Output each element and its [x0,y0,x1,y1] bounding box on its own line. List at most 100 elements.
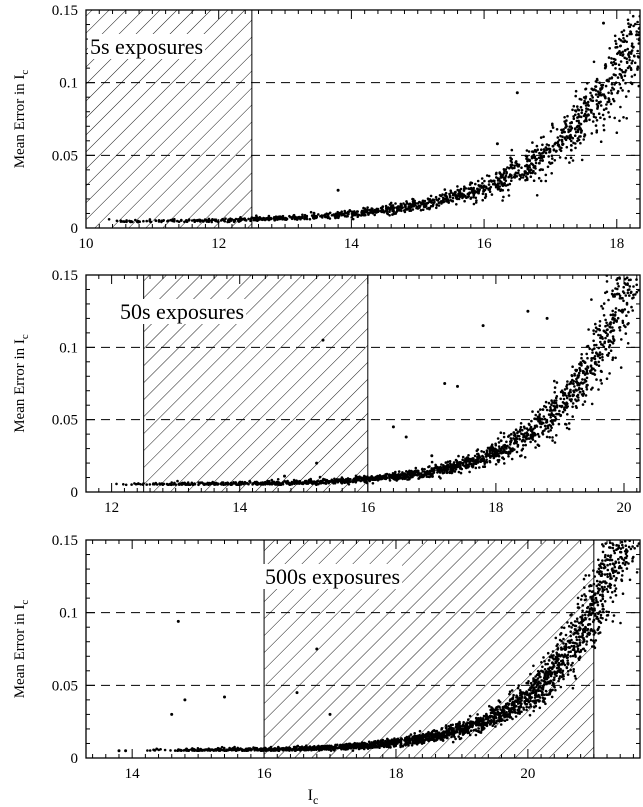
scatter-point [413,732,416,735]
scatter-point [408,472,411,475]
scatter-point [262,482,265,485]
scatter-point [408,735,411,738]
scatter-point [528,171,531,174]
scatter-point [261,218,264,221]
scatter-point [495,444,498,447]
scatter-point [596,585,599,588]
scatter-point [591,351,594,354]
scatter-point [577,597,580,600]
scatter-point [620,338,623,341]
scatter-point [603,330,606,333]
scatter-point [435,207,438,210]
scatter-point [632,25,635,28]
scatter-point [520,422,523,425]
scatter-point [534,433,537,436]
scatter-point [463,464,466,467]
scatter-point [626,303,629,306]
scatter-point [481,455,484,458]
scatter-point [517,711,520,714]
scatter-point [130,483,133,486]
scatter-point [233,219,236,222]
scatter-point [452,194,455,197]
scatter-point [576,380,579,383]
scatter-point [570,400,573,403]
scatter-point [571,382,574,385]
scatter-point [239,481,242,484]
scatter-point [545,421,548,424]
scatter-point [586,388,589,391]
scatter-point [486,452,489,455]
scatter-point [625,117,628,120]
scatter-point [485,458,488,461]
scatter-point [477,727,480,730]
scatter-point [537,433,540,436]
outlier-point [443,382,446,385]
scatter-point [340,214,343,217]
scatter-point [469,197,472,200]
scatter-point [614,357,617,360]
scatter-point [472,196,475,199]
scatter-point [145,220,148,223]
scatter-point [530,175,533,178]
scatter-point [361,212,364,215]
scatter-point [583,115,586,118]
scatter-point [449,196,452,199]
scatter-point [597,559,600,562]
scatter-point [593,633,596,636]
scatter-point [455,468,458,471]
scatter-point [334,217,337,220]
scatter-point [613,61,616,64]
scatter-point [439,477,442,480]
scatter-point [246,482,249,485]
scatter-point [609,542,612,545]
scatter-point [601,87,604,90]
scatter-point [298,216,301,219]
scatter-point [583,593,586,596]
scatter-point [605,107,608,110]
scatter-point [636,571,639,574]
scatter-point [509,450,512,453]
scatter-point [510,448,513,451]
scatter-point [247,218,250,221]
scatter-point [588,590,591,593]
scatter-point [340,479,343,482]
scatter-point [626,48,629,51]
scatter-point [611,92,614,95]
scatter-point [559,148,562,151]
scatter-point [498,441,501,444]
scatter-point [599,324,602,327]
scatter-point [626,35,629,38]
scatter-point [601,617,604,620]
scatter-point [610,314,613,317]
scatter-point [593,115,596,118]
scatter-point [587,101,590,104]
scatter-point [152,483,155,486]
scatter-point [576,120,579,123]
scatter-point [579,641,582,644]
scatter-point [584,373,587,376]
scatter-point [501,456,504,459]
scatter-point [513,167,516,170]
scatter-point [566,427,569,430]
scatter-point [552,654,555,657]
scatter-point [607,92,610,95]
scatter-point [626,61,629,64]
scatter-point [410,470,413,473]
scatter-point [308,481,311,484]
scatter-point [504,719,507,722]
scatter-point [579,135,582,138]
scatter-point [488,183,491,186]
scatter-point [394,474,397,477]
scatter-point [611,559,614,562]
scatter-point [614,46,617,49]
scatter-point [555,402,558,405]
scatter-point [482,465,485,468]
scatter-point [590,94,593,97]
scatter-point [217,483,220,486]
scatter-point [224,217,227,220]
scatter-point [497,449,500,452]
scatter-point [550,412,553,415]
scatter-point [449,462,452,465]
scatter-point [543,415,546,418]
scatter-point [491,450,494,453]
